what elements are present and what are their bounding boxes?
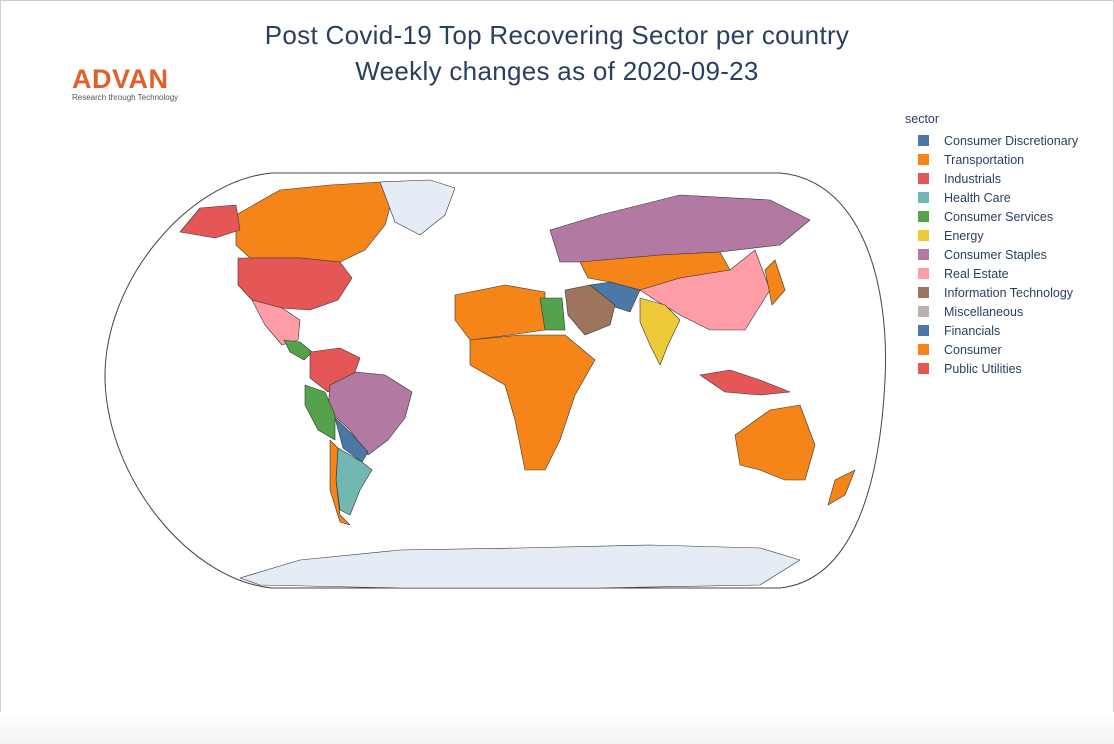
country-japan[interactable] xyxy=(764,259,786,306)
legend-label: Health Care xyxy=(944,190,1011,205)
legend-label: Public Utilities xyxy=(944,361,1022,376)
legend-item[interactable]: Miscellaneous xyxy=(905,302,1078,321)
legend-label: Financials xyxy=(944,323,1001,338)
legend-title: sector xyxy=(905,112,940,126)
country-canada[interactable] xyxy=(235,181,393,263)
country-chile[interactable] xyxy=(329,439,351,526)
logo-word: ADVAN xyxy=(72,64,169,94)
legend: sector Consumer Discretionary Transportat… xyxy=(905,112,1078,378)
legend-label: Consumer xyxy=(944,342,1002,357)
chart-subtitle: Weekly changes as of 2020-09-23 xyxy=(355,56,759,86)
legend-swatch xyxy=(918,192,929,203)
legend-label: Transportation xyxy=(944,152,1025,167)
country-greenland[interactable] xyxy=(379,179,456,236)
legend-item[interactable]: Consumer Services xyxy=(905,207,1078,226)
footer-strip xyxy=(0,712,1114,744)
legend-label: Information Technology xyxy=(944,285,1074,300)
legend-item[interactable]: Industrials xyxy=(905,169,1078,188)
country-brazil[interactable] xyxy=(327,371,413,456)
legend-label: Real Estate xyxy=(944,266,1009,281)
country-new-zealand[interactable] xyxy=(827,469,856,506)
country-central-america[interactable] xyxy=(283,339,313,361)
legend-swatch xyxy=(918,135,929,146)
advan-logo: ADVAN Research through Technology xyxy=(72,64,179,103)
legend-swatch xyxy=(918,268,929,279)
legend-item[interactable]: Health Care xyxy=(905,188,1078,207)
legend-swatch xyxy=(918,325,929,336)
country-indonesia[interactable] xyxy=(699,369,791,396)
legend-swatch xyxy=(918,154,929,165)
logo-tagline: Research through Technology xyxy=(72,93,179,102)
legend-label: Consumer Services xyxy=(944,209,1054,224)
chart-title: Post Covid-19 Top Recovering Sector per … xyxy=(264,20,850,50)
legend-label: Industrials xyxy=(944,171,1001,186)
legend-item[interactable]: Consumer Staples xyxy=(905,245,1078,264)
country-peru-ecuador[interactable] xyxy=(304,384,336,441)
legend-swatch xyxy=(918,287,929,298)
country-united-states[interactable] xyxy=(237,257,353,311)
legend-swatch xyxy=(918,173,929,184)
legend-item[interactable]: Public Utilities xyxy=(905,359,1078,378)
country-central-africa[interactable] xyxy=(469,334,596,471)
country-mexico[interactable] xyxy=(251,299,301,346)
legend-item[interactable]: Consumer Discretionary xyxy=(905,131,1078,150)
legend-item[interactable]: Information Technology xyxy=(905,283,1078,302)
country-saudi-arabia[interactable] xyxy=(564,284,616,336)
legend-item[interactable]: Consumer xyxy=(905,340,1078,359)
legend-swatch xyxy=(918,306,929,317)
country-bolivia-paraguay[interactable] xyxy=(334,417,369,463)
legend-item[interactable]: Real Estate xyxy=(905,264,1078,283)
legend-item[interactable]: Energy xyxy=(905,226,1078,245)
legend-label: Consumer Discretionary xyxy=(944,133,1079,148)
country-antarctica[interactable] xyxy=(239,544,801,589)
country-alaska[interactable] xyxy=(179,204,241,239)
legend-label: Energy xyxy=(944,228,984,243)
country-egypt[interactable] xyxy=(539,297,566,331)
legend-item[interactable]: Transportation xyxy=(905,150,1078,169)
country-australia[interactable] xyxy=(734,404,816,481)
legend-swatch xyxy=(918,249,929,260)
country-north-africa[interactable] xyxy=(454,284,546,341)
country-india[interactable] xyxy=(639,297,681,366)
legend-swatch xyxy=(918,363,929,374)
legend-swatch xyxy=(918,344,929,355)
legend-label: Miscellaneous xyxy=(944,304,1024,319)
legend-swatch xyxy=(918,230,929,241)
legend-swatch xyxy=(918,211,929,222)
legend-item[interactable]: Financials xyxy=(905,321,1078,340)
legend-label: Consumer Staples xyxy=(944,247,1047,262)
